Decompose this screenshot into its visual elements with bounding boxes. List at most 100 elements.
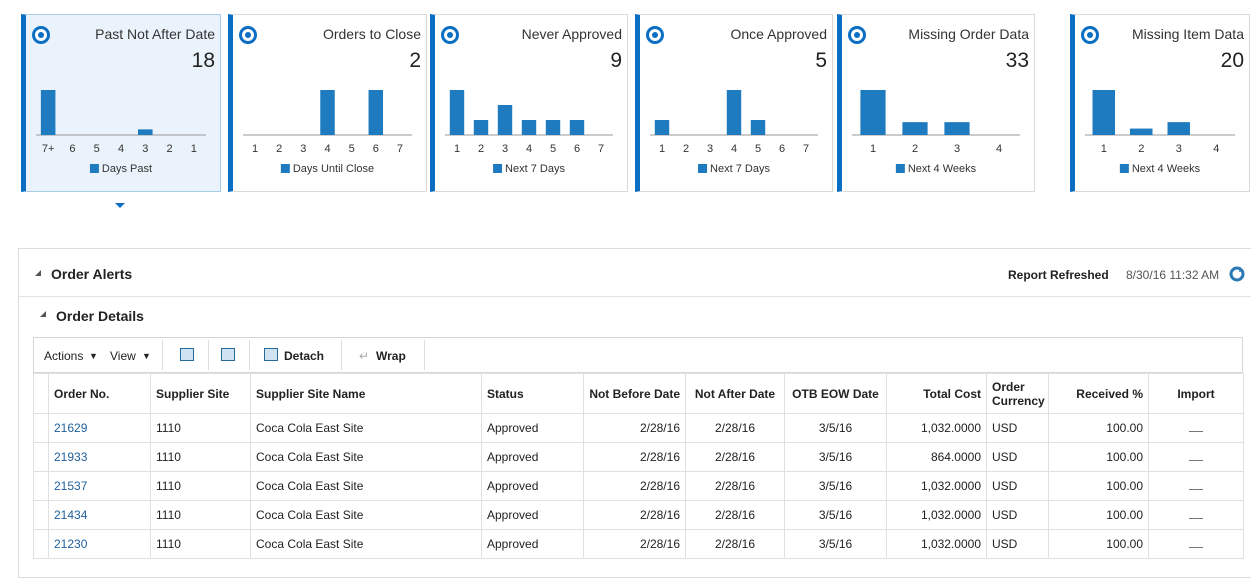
separator (18, 296, 1251, 297)
refresh-button[interactable] (1228, 265, 1246, 283)
export-button[interactable] (180, 348, 194, 361)
x-tick-label: 7 (397, 143, 403, 155)
x-tick-label: 1 (870, 143, 876, 155)
import-field (1189, 508, 1203, 519)
column-header: Import (1148, 373, 1244, 414)
kpi-tile[interactable]: Missing Order Data 33 1 2 3 4 Next 4 Weeks (837, 14, 1035, 192)
kpi-tile[interactable]: Past Not After Date 18 7+ 6 5 4 3 2 1 Days Past (21, 14, 221, 192)
legend-swatch (280, 164, 290, 173)
x-tick-label: 3 (1176, 143, 1182, 155)
legend-label: Next 4 Weeks (908, 163, 977, 175)
cell: Coca Cola East Site (250, 442, 482, 472)
x-tick-label: 6 (574, 143, 580, 155)
divider (424, 340, 425, 370)
legend-label: Next 7 Days (710, 163, 770, 175)
legend-swatch (89, 164, 99, 173)
cell: 2/28/16 (583, 500, 686, 530)
order-link[interactable]: 21537 (54, 479, 88, 493)
order-link[interactable]: 21434 (54, 508, 88, 522)
wrap-icon: ↵ (359, 349, 370, 363)
cell: 1,032.0000 (886, 413, 987, 443)
cell: USD (986, 471, 1049, 501)
cell: 2/28/16 (583, 471, 686, 501)
legend-label: Days Past (102, 163, 152, 175)
collapse-icon[interactable] (40, 311, 46, 317)
table-row[interactable]: 21933 1110 Coca Cola East Site Approved 2/28… (33, 442, 1244, 472)
column-header: Status (481, 373, 584, 414)
table-row[interactable]: 21230 1110 Coca Cola East Site Approved 2/28… (33, 529, 1244, 559)
cell: 100.00 (1048, 471, 1149, 501)
x-tick-label: 6 (779, 143, 785, 155)
column-header: Order Currency (986, 373, 1049, 414)
radio-icon (1081, 26, 1099, 44)
cell: USD (986, 500, 1049, 530)
table-row[interactable]: 21434 1110 Coca Cola East Site Approved 2/28… (33, 500, 1244, 530)
bar (654, 120, 670, 135)
tile-count: 5 (815, 49, 827, 72)
radio-icon (646, 26, 664, 44)
cell: 21230 (48, 529, 151, 559)
row-selector (33, 529, 49, 559)
table-row[interactable]: 21629 1110 Coca Cola East Site Approved 2/28… (33, 413, 1244, 443)
legend-label: Next 4 Weeks (1132, 163, 1201, 175)
kpi-tile[interactable]: Once Approved 5 1 2 3 4 5 6 7 Next 7 Days (635, 14, 833, 192)
tile-count: 20 (1220, 49, 1244, 72)
tile-count: 33 (1005, 49, 1029, 72)
collapse-icon[interactable] (35, 270, 41, 276)
bar (944, 122, 970, 135)
kpi-tile[interactable]: Never Approved 9 1 2 3 4 5 6 7 Next 7 Days (430, 14, 628, 192)
cell: Coca Cola East Site (250, 529, 482, 559)
x-tick-label: 7+ (42, 143, 55, 155)
x-tick-label: 1 (252, 143, 258, 155)
tile-title: Orders to Close (322, 26, 421, 42)
cell: 2/28/16 (685, 529, 785, 559)
export-button[interactable] (221, 348, 235, 361)
x-tick-label: 6 (69, 143, 75, 155)
x-tick-label: 6 (373, 143, 379, 155)
bar (726, 90, 742, 135)
divider (208, 340, 209, 370)
bar (473, 120, 489, 135)
bar (750, 120, 766, 135)
x-tick-label: 5 (755, 143, 761, 155)
tile-count: 9 (610, 49, 622, 72)
cell: 1,032.0000 (886, 471, 987, 501)
tile-title: Never Approved (521, 26, 622, 42)
order-link[interactable]: 21230 (54, 537, 88, 551)
detach-button[interactable]: Detach (284, 349, 325, 363)
kpi-tile[interactable]: Missing Item Data 20 1 2 3 4 Next 4 Weeks (1070, 14, 1250, 192)
actions-menu[interactable]: Actions (44, 349, 84, 363)
row-selector (33, 442, 49, 472)
cell: 21434 (48, 500, 151, 530)
menu-arrow: ▼ (142, 351, 151, 361)
bar (40, 90, 56, 135)
radio-icon (848, 26, 866, 44)
section-title: Order Details (56, 308, 144, 324)
cell: 2/28/16 (685, 442, 785, 472)
column-header: Total Cost (886, 373, 987, 414)
cell: 3/5/16 (784, 442, 887, 472)
kpi-tile[interactable]: Orders to Close 2 1 2 3 4 5 6 7 Days Until Close (228, 14, 427, 192)
wrap-button[interactable]: Wrap (376, 349, 406, 363)
x-tick-label: 2 (167, 143, 173, 155)
x-tick-label: 2 (276, 143, 282, 155)
cell: 2/28/16 (685, 413, 785, 443)
tile-chart: 7+ 6 5 4 3 2 1 Days Past (36, 90, 206, 175)
column-header: Received % (1048, 373, 1149, 414)
bar (449, 90, 465, 135)
view-menu[interactable]: View (110, 349, 136, 363)
tile-title: Past Not After Date (95, 26, 215, 42)
order-link[interactable]: 21629 (54, 421, 88, 435)
import-field (1189, 479, 1203, 490)
order-link[interactable]: 21933 (54, 450, 88, 464)
table-row[interactable]: 21537 1110 Coca Cola East Site Approved 2/28… (33, 471, 1244, 501)
bar (1092, 90, 1115, 135)
cell: 3/5/16 (784, 529, 887, 559)
cell: 100.00 (1048, 413, 1149, 443)
row-selector (33, 413, 49, 443)
column-header: OTB EOW Date (784, 373, 887, 414)
x-tick-label: 3 (300, 143, 306, 155)
cell: USD (986, 413, 1049, 443)
cell: Approved (481, 413, 584, 443)
cell: Approved (481, 471, 584, 501)
